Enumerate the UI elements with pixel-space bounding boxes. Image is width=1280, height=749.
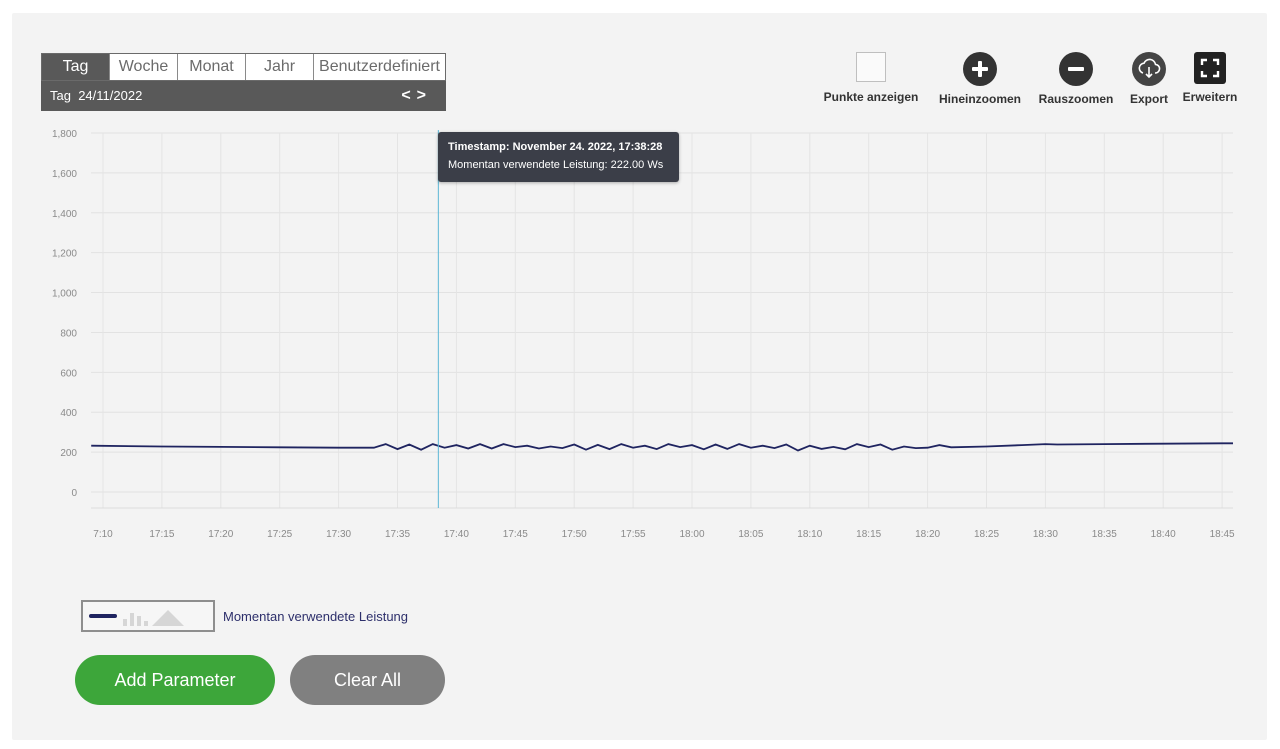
- legend-chart-type-toggle[interactable]: [81, 600, 215, 632]
- y-tick-label: 600: [60, 368, 77, 379]
- y-tick-label: 1,200: [52, 249, 77, 260]
- tooltip-value: Momentan verwendete Leistung: 222.00 Ws: [448, 159, 664, 171]
- chart-tooltip: Timestamp: November 24. 2022, 17:38:28 M…: [438, 132, 679, 182]
- x-tick-label: 18:25: [974, 529, 999, 540]
- tab-tag[interactable]: Tag: [42, 54, 110, 80]
- clear-all-button[interactable]: Clear All: [290, 655, 445, 705]
- x-tick-label: 18:00: [679, 529, 704, 540]
- expand-icon[interactable]: [1194, 52, 1226, 84]
- x-tick-label: 18:45: [1210, 529, 1235, 540]
- x-tick-label: 17:30: [326, 529, 351, 540]
- prev-date-button[interactable]: <: [401, 87, 417, 104]
- zoom-in-tool[interactable]: Hineinzoomen: [932, 52, 1028, 106]
- export-label: Export: [1129, 92, 1168, 106]
- x-tick-label: 18:20: [915, 529, 940, 540]
- export-tool[interactable]: Export: [1123, 52, 1175, 106]
- y-tick-label: 1,400: [52, 209, 77, 220]
- date-nav: <>: [401, 81, 432, 111]
- x-tick-label: 18:15: [856, 529, 881, 540]
- x-tick-label: 17:20: [208, 529, 233, 540]
- next-date-button[interactable]: >: [416, 87, 432, 104]
- expand-tool[interactable]: Erweitern: [1178, 52, 1242, 104]
- tab-jahr[interactable]: Jahr: [246, 54, 314, 80]
- tab-monat[interactable]: Monat: [178, 54, 246, 80]
- line-type-icon[interactable]: [89, 614, 117, 618]
- current-date: 24/11/2022: [78, 88, 143, 103]
- add-parameter-button[interactable]: Add Parameter: [75, 655, 275, 705]
- power-line-chart[interactable]: 0 200 400 600 800 1,000 1,200 1,400 1,600 1,800 7…: [0, 120, 1280, 560]
- tooltip-timestamp: Timestamp: November 24. 2022, 17:38:28: [448, 141, 663, 153]
- zoom-out-tool[interactable]: Rauszoomen: [1033, 52, 1119, 106]
- x-tick-label: 17:55: [621, 529, 646, 540]
- bar-type-icon[interactable]: [121, 608, 149, 626]
- series-line-momentan-verwendete-leistung: [91, 442, 1233, 452]
- chart-grid: [91, 132, 1233, 509]
- x-tick-label: 18:10: [797, 529, 822, 540]
- zoom-out-label: Rauszoomen: [1038, 92, 1114, 106]
- x-tick-label: 18:05: [738, 529, 763, 540]
- y-tick-label: 800: [60, 328, 77, 339]
- y-tick-label: 200: [60, 448, 77, 459]
- show-points-label: Punkte anzeigen: [823, 90, 919, 104]
- x-tick-label: 18:30: [1033, 529, 1058, 540]
- x-tick-label: 17:35: [385, 529, 410, 540]
- expand-label: Erweitern: [1182, 90, 1238, 104]
- y-tick-label: 0: [71, 488, 77, 499]
- minus-icon[interactable]: [1059, 52, 1093, 86]
- plus-icon[interactable]: [963, 52, 997, 86]
- x-tick-label: 18:35: [1092, 529, 1117, 540]
- y-axis-ticks: 0 200 400 600 800 1,000 1,200 1,400 1,600 1,800: [52, 129, 77, 499]
- x-tick-label: 7:10: [93, 529, 113, 540]
- show-points-checkbox[interactable]: [856, 52, 886, 82]
- x-tick-label: 17:50: [562, 529, 587, 540]
- tab-benutzerdefiniert[interactable]: Benutzerdefiniert: [319, 58, 440, 75]
- date-period-label: Tag: [50, 88, 71, 103]
- period-tabs: Tag Woche Monat Jahr Benutzerdefiniert: [41, 53, 446, 81]
- cloud-download-icon[interactable]: [1132, 52, 1166, 86]
- y-tick-label: 400: [60, 408, 77, 419]
- x-tick-label: 17:45: [503, 529, 528, 540]
- period-selector: Tag Woche Monat Jahr Benutzerdefiniert T…: [41, 53, 446, 111]
- x-tick-label: 17:15: [149, 529, 174, 540]
- x-tick-label: 18:40: [1151, 529, 1176, 540]
- show-points-tool[interactable]: Punkte anzeigen: [818, 52, 924, 104]
- y-tick-label: 1,800: [52, 129, 77, 140]
- y-tick-label: 1,000: [52, 289, 77, 300]
- zoom-in-label: Hineinzoomen: [938, 92, 1021, 106]
- legend-series-label[interactable]: Momentan verwendete Leistung: [223, 608, 409, 624]
- area-type-icon[interactable]: [151, 607, 185, 627]
- y-tick-label: 1,600: [52, 169, 77, 180]
- tab-woche[interactable]: Woche: [110, 54, 178, 80]
- x-tick-label: 17:40: [444, 529, 469, 540]
- chart-legend: Momentan verwendete Leistung: [81, 600, 408, 632]
- x-axis-ticks: 7:10 17:15 17:20 17:25 17:30 17:35 17:40 17:45 1…: [93, 529, 1235, 540]
- date-bar: Tag 24/11/2022 <>: [41, 81, 446, 111]
- x-tick-label: 17:25: [267, 529, 292, 540]
